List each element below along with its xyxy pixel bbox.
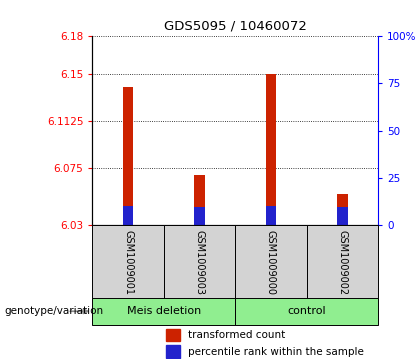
Bar (337, 207, 348, 225)
Bar (337, 193, 348, 225)
Text: GSM1009000: GSM1009000 (266, 230, 276, 295)
Bar (307, 225, 378, 299)
Bar (92, 298, 235, 325)
Text: GSM1009001: GSM1009001 (123, 230, 133, 295)
Text: Meis deletion: Meis deletion (127, 306, 201, 316)
Bar (123, 206, 134, 225)
Bar (194, 175, 205, 225)
Title: GDS5095 / 10460072: GDS5095 / 10460072 (164, 19, 307, 32)
Bar (166, 329, 180, 341)
Text: transformed count: transformed count (188, 330, 286, 340)
Bar (164, 225, 235, 299)
Bar (265, 74, 276, 225)
Text: GSM1009002: GSM1009002 (337, 230, 347, 295)
Text: control: control (287, 306, 326, 316)
Bar (265, 206, 276, 225)
Bar (123, 87, 134, 225)
Bar (194, 207, 205, 225)
Text: genotype/variation: genotype/variation (4, 306, 103, 317)
Text: percentile rank within the sample: percentile rank within the sample (188, 347, 364, 356)
Bar (235, 225, 307, 299)
Bar (92, 225, 164, 299)
Bar (235, 298, 378, 325)
Text: GSM1009003: GSM1009003 (194, 230, 205, 295)
Bar (166, 345, 180, 358)
